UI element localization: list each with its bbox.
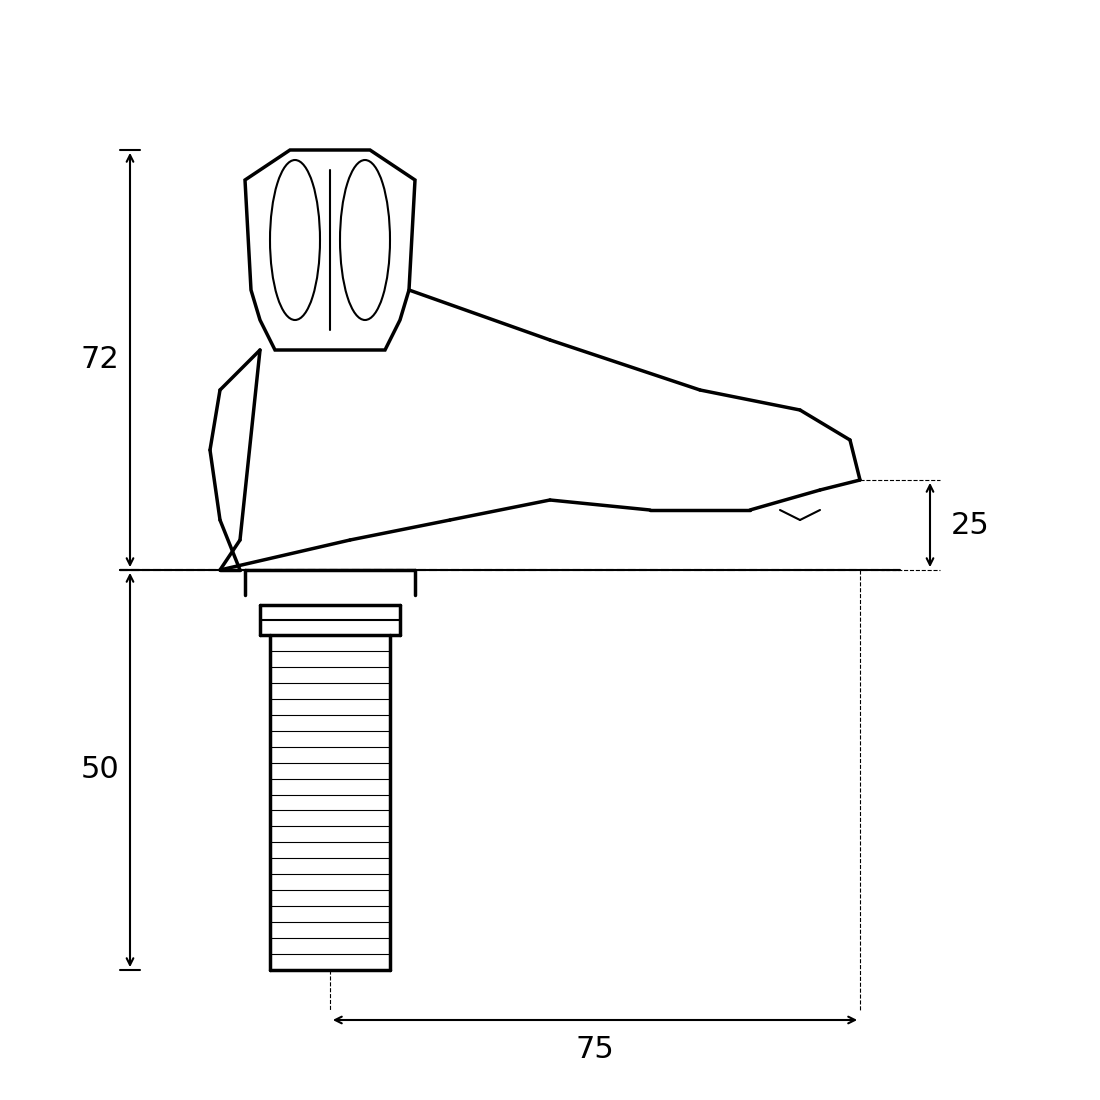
Text: 75: 75 — [575, 1035, 615, 1065]
Text: 72: 72 — [80, 345, 120, 374]
Text: 50: 50 — [80, 756, 120, 784]
Text: 25: 25 — [950, 510, 989, 539]
